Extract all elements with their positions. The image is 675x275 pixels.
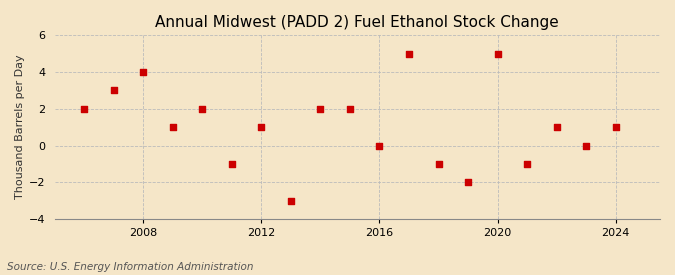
Title: Annual Midwest (PADD 2) Fuel Ethanol Stock Change: Annual Midwest (PADD 2) Fuel Ethanol Sto…	[155, 15, 559, 30]
Point	[580, 143, 591, 148]
Point	[286, 198, 296, 203]
Point	[433, 162, 444, 166]
Y-axis label: Thousand Barrels per Day: Thousand Barrels per Day	[15, 55, 25, 199]
Point	[79, 107, 90, 111]
Point	[197, 107, 208, 111]
Point	[226, 162, 237, 166]
Point	[610, 125, 621, 129]
Point	[522, 162, 533, 166]
Point	[551, 125, 562, 129]
Point	[315, 107, 326, 111]
Point	[109, 88, 119, 93]
Point	[374, 143, 385, 148]
Text: Source: U.S. Energy Information Administration: Source: U.S. Energy Information Administ…	[7, 262, 253, 272]
Point	[138, 70, 148, 74]
Point	[344, 107, 355, 111]
Point	[462, 180, 473, 185]
Point	[167, 125, 178, 129]
Point	[404, 51, 414, 56]
Point	[492, 51, 503, 56]
Point	[256, 125, 267, 129]
